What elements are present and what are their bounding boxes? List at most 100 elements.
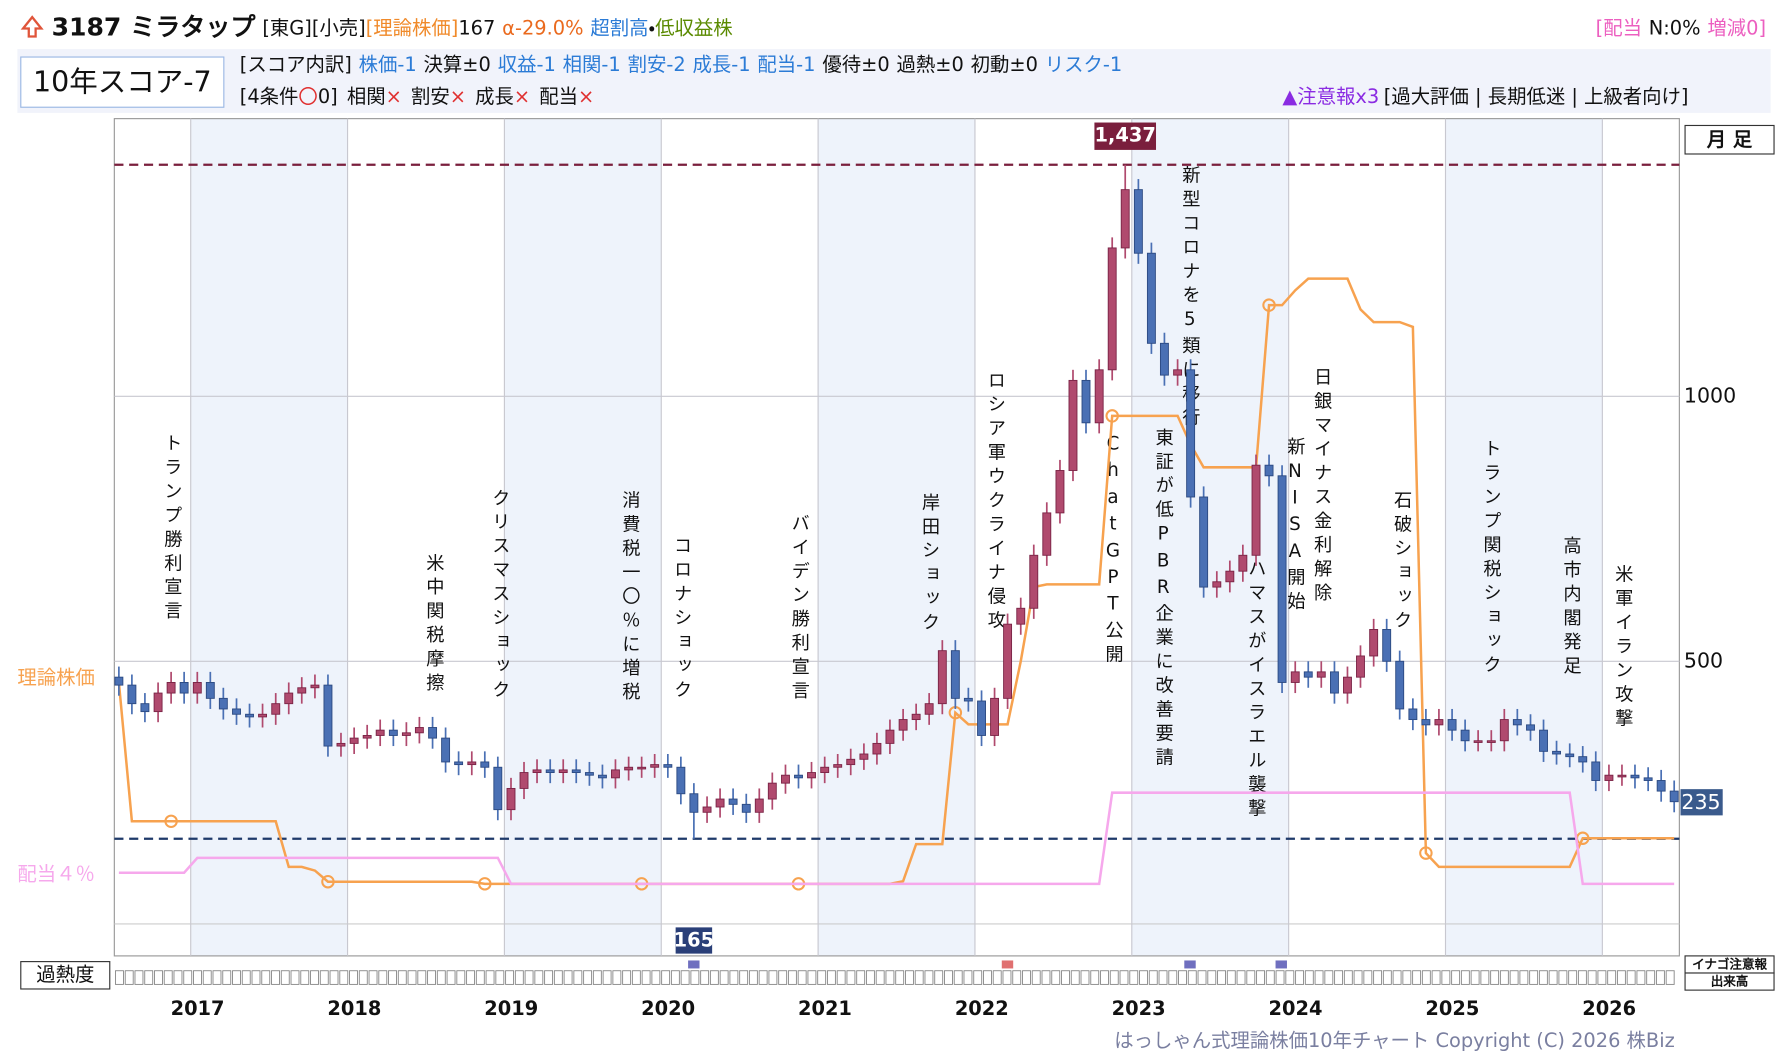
candle-body [624, 766, 634, 771]
low-label-box [675, 927, 713, 954]
alpha: α-29.0% [502, 16, 583, 39]
y-tick-label: 1000 [1684, 383, 1736, 407]
dividend-n: N:0% [1649, 16, 1701, 39]
candle-body [1382, 629, 1392, 662]
theory-label: [理論株価] [366, 16, 459, 39]
dividend-change: 増減0] [1707, 16, 1766, 39]
year-bands [190, 118, 1603, 956]
overheat-cell [1324, 970, 1334, 985]
candle-body [571, 769, 581, 774]
candle-body [977, 700, 986, 736]
overheat-cell [836, 970, 846, 985]
candle-body [1133, 189, 1143, 254]
separator: ・ [648, 16, 655, 39]
overheat-row [115, 960, 1675, 985]
overheat-cell [1236, 970, 1246, 985]
overheat-cell [1616, 970, 1626, 985]
candle-body [441, 737, 451, 763]
event-label: 新型コロナを5類に移行 [1179, 165, 1200, 431]
candle-body [1630, 774, 1640, 779]
event-label: 新NISA開始 [1284, 437, 1305, 616]
overheat-cell [261, 970, 271, 985]
candle-body [558, 769, 568, 774]
overheat-marker [1184, 960, 1196, 969]
candle-body [519, 772, 529, 789]
overheat-cell [446, 970, 456, 985]
overheat-cell [202, 970, 212, 985]
overheat-cell [183, 970, 193, 985]
candle-body [218, 697, 228, 710]
event-label: 米軍イラン攻撃 [1612, 565, 1633, 733]
overheat-cell [397, 970, 407, 985]
overheat-cell [339, 970, 349, 985]
candle-body [1055, 470, 1065, 514]
candle-body [1094, 369, 1104, 424]
candle-body [1330, 671, 1339, 694]
candle-body [336, 742, 346, 747]
overheat-cell [1158, 970, 1168, 985]
overheat-cell [953, 970, 963, 985]
candle-body [794, 774, 803, 779]
overheat-cell [1207, 970, 1217, 985]
overheat-cell [1197, 970, 1207, 985]
candle-body [807, 772, 816, 779]
overheat-cell [1148, 970, 1158, 985]
x-tick-label: 2024 [1269, 997, 1323, 1020]
overheat-cell [1538, 970, 1548, 985]
overheat-cell [163, 970, 173, 985]
overheat-cell [729, 970, 739, 985]
overheat-cell [1470, 970, 1480, 985]
overheat-marker [688, 960, 700, 969]
overheat-cell [1577, 970, 1587, 985]
header-line: 3187 ミラタップ [東G][小売][理論株価]167 α-29.0% 超割高・低収… [52, 13, 733, 42]
overheat-cell [1226, 970, 1236, 985]
overheat-cell [680, 970, 690, 985]
candle-body [166, 682, 176, 694]
overheat-label: 過熱度 [36, 963, 94, 986]
overheat-cell [1412, 970, 1422, 985]
score-item: 優待±0 [822, 53, 889, 76]
overheat-cell [778, 970, 788, 985]
candle-body [258, 713, 267, 718]
overheat-cell [700, 970, 710, 985]
overheat-cell [1051, 970, 1061, 985]
high-label-box [1094, 122, 1157, 150]
candle-body [192, 682, 202, 694]
overheat-cell [144, 970, 154, 985]
overheat-cell [1646, 970, 1656, 985]
overheat-cell [622, 970, 632, 985]
condition-mark: × [514, 84, 530, 107]
overheat-cell [1022, 970, 1031, 985]
candle-body [205, 682, 215, 699]
y-tick-label: 500 [1684, 648, 1723, 672]
overheat-cell [563, 970, 573, 985]
overheat-cell [1139, 970, 1148, 985]
warning: ▲注意報x3 [過大評価 | 長期低迷 | 上級者向け] [1282, 84, 1688, 107]
candle-body [754, 798, 764, 813]
candle-body [532, 769, 542, 774]
overheat-cell [475, 970, 485, 985]
candle-body [114, 676, 124, 686]
warning-tags: [過大評価 | 長期低迷 | 上級者向け] [1384, 84, 1689, 107]
candle-body [1486, 740, 1496, 743]
overheat-cell [612, 970, 622, 985]
overheat-cell [1548, 970, 1558, 985]
overheat-cell [1402, 970, 1412, 985]
series-marker [478, 877, 492, 891]
overheat-cell [241, 970, 251, 985]
x-tick-label: 2021 [798, 997, 852, 1020]
line-series [117, 277, 1675, 886]
series-marker [1419, 846, 1433, 860]
overheat-cell [602, 970, 612, 985]
candle-body [1199, 496, 1209, 588]
event-label: コロナショック [671, 536, 692, 704]
overheat-cell [1373, 970, 1383, 985]
year-band [504, 118, 662, 956]
overheat-cell [456, 970, 466, 985]
candle-body [271, 703, 281, 715]
overheat-cell [1587, 970, 1597, 985]
candle-body [1369, 629, 1379, 657]
candle-body [480, 761, 490, 768]
score-item: リスク-1 [1045, 53, 1122, 76]
overheat-cell [1334, 970, 1344, 985]
